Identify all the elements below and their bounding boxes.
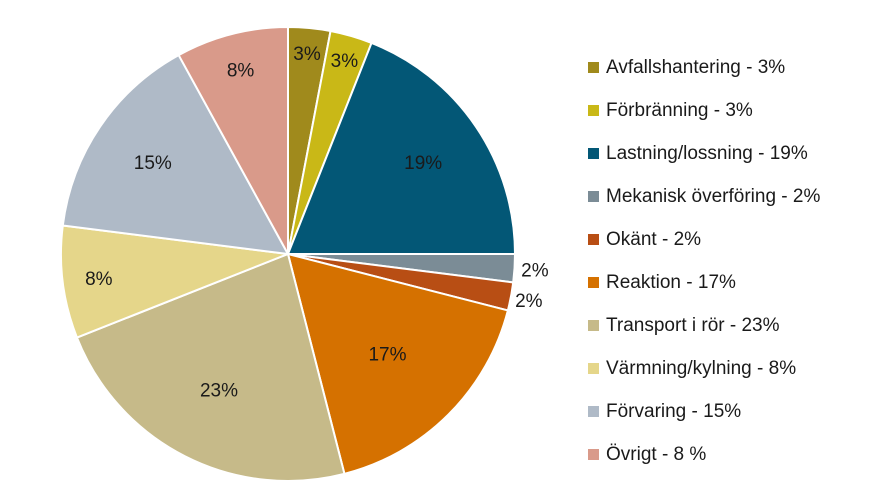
slice-label-3: 19% xyxy=(404,153,442,174)
slice-label-5: 2% xyxy=(515,291,543,312)
legend-item-4: Mekanisk överföring - 2% xyxy=(588,175,820,218)
legend-swatch xyxy=(588,363,599,374)
legend-label: Transport i rör - 23% xyxy=(606,314,780,336)
legend-swatch xyxy=(588,406,599,417)
legend-swatch xyxy=(588,320,599,331)
legend-label: Mekanisk överföring - 2% xyxy=(606,185,821,207)
slice-label-6: 17% xyxy=(368,345,406,366)
legend-label: Övrigt - 8 % xyxy=(606,443,707,465)
legend-item-6: Reaktion - 17% xyxy=(588,261,820,304)
slice-label-10: 8% xyxy=(227,60,255,81)
legend-item-9: Förvaring - 15% xyxy=(588,390,820,433)
pie-slice-6 xyxy=(286,252,510,476)
slice-label-8: 8% xyxy=(85,269,113,290)
legend-label: Avfallshantering - 3% xyxy=(606,56,786,78)
slice-label-1: 3% xyxy=(293,44,321,65)
legend-swatch xyxy=(588,62,599,73)
legend-swatch xyxy=(588,277,599,288)
legend-item-5: Okänt - 2% xyxy=(588,218,820,261)
pie-slice-8 xyxy=(60,224,289,339)
legend-item-8: Värmning/kylning - 8% xyxy=(588,347,820,390)
pie-labels: 3% 3% 19% 2% 2% 17% 23% 8% 15% 8% xyxy=(85,44,549,402)
legend-swatch xyxy=(588,191,599,202)
pie-slice-10 xyxy=(177,25,289,255)
legend-item-1: Avfallshantering - 3% xyxy=(588,46,820,89)
slice-label-4: 2% xyxy=(521,261,549,282)
pie-slice-7 xyxy=(75,252,346,482)
legend-label: Lastning/lossning - 19% xyxy=(606,142,808,164)
slice-label-7: 23% xyxy=(200,381,238,402)
pie-slice-3 xyxy=(286,41,517,255)
slice-label-9: 15% xyxy=(134,153,172,174)
legend-label: Okänt - 2% xyxy=(606,228,702,250)
legend-item-2: Förbränning - 3% xyxy=(588,89,820,132)
pie-slices xyxy=(60,25,517,482)
legend-item-3: Lastning/lossning - 19% xyxy=(588,132,820,175)
slice-label-2: 3% xyxy=(331,51,359,72)
legend-label: Reaktion - 17% xyxy=(606,271,736,293)
legend-label: Förbränning - 3% xyxy=(606,99,753,121)
legend-label: Förvaring - 15% xyxy=(606,400,742,422)
legend-swatch xyxy=(588,234,599,245)
legend-swatch xyxy=(588,449,599,460)
pie-slice-9 xyxy=(61,53,290,256)
legend-item-10: Övrigt - 8 % xyxy=(588,433,820,476)
chart-legend: Avfallshantering - 3% Förbränning - 3% Las… xyxy=(588,46,820,476)
legend-swatch xyxy=(588,105,599,116)
legend-swatch xyxy=(588,148,599,159)
legend-item-7: Transport i rör - 23% xyxy=(588,304,820,347)
legend-label: Värmning/kylning - 8% xyxy=(606,357,797,379)
